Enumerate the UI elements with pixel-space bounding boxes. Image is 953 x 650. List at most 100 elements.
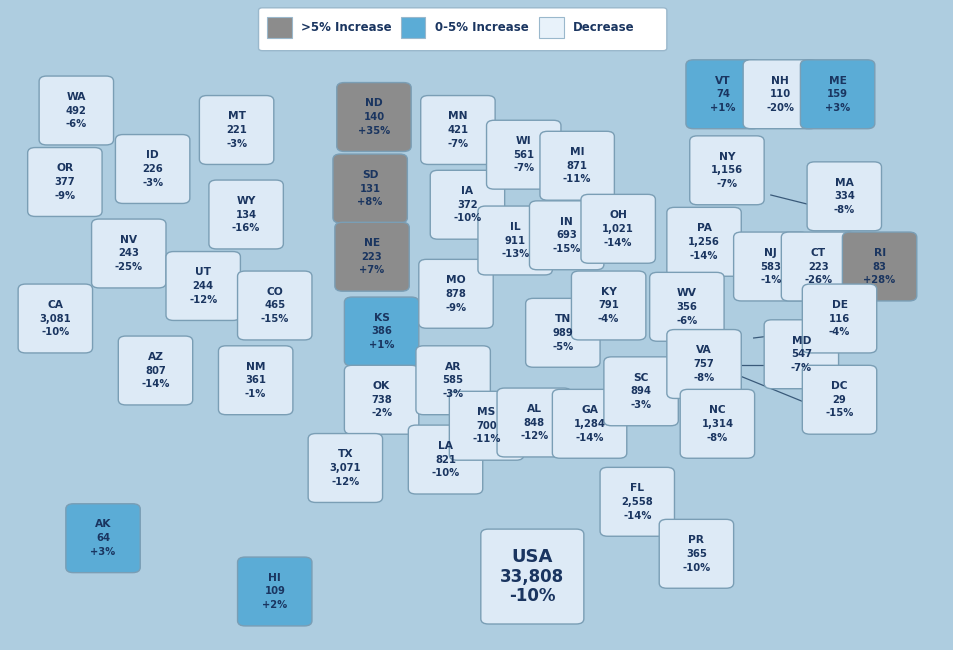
Text: MA: MA — [834, 177, 853, 188]
Text: -10%: -10% — [681, 562, 710, 573]
FancyBboxPatch shape — [115, 135, 190, 203]
Text: 29: 29 — [832, 395, 845, 405]
Text: WI: WI — [516, 136, 531, 146]
FancyBboxPatch shape — [599, 467, 674, 536]
Text: -3%: -3% — [226, 138, 247, 149]
Text: NY: NY — [718, 151, 735, 162]
FancyBboxPatch shape — [580, 194, 655, 263]
FancyBboxPatch shape — [659, 519, 733, 588]
Text: -6%: -6% — [676, 315, 697, 326]
Text: 131: 131 — [359, 183, 380, 194]
Text: MT: MT — [228, 111, 245, 122]
Text: OR: OR — [56, 163, 73, 174]
FancyBboxPatch shape — [486, 120, 560, 189]
FancyBboxPatch shape — [800, 60, 874, 129]
FancyBboxPatch shape — [420, 96, 495, 164]
Text: -14%: -14% — [141, 379, 170, 389]
Text: 989: 989 — [552, 328, 573, 338]
Text: -5%: -5% — [552, 341, 573, 352]
Text: VT: VT — [715, 75, 730, 86]
Text: 221: 221 — [226, 125, 247, 135]
FancyBboxPatch shape — [685, 60, 760, 129]
FancyBboxPatch shape — [841, 232, 916, 301]
FancyBboxPatch shape — [218, 346, 293, 415]
Text: -10%: -10% — [509, 588, 555, 605]
Text: WV: WV — [677, 288, 696, 298]
FancyBboxPatch shape — [199, 96, 274, 164]
FancyBboxPatch shape — [18, 284, 92, 353]
Text: -14%: -14% — [689, 250, 718, 261]
Text: CO: CO — [266, 287, 283, 297]
FancyBboxPatch shape — [166, 252, 240, 320]
FancyBboxPatch shape — [477, 206, 552, 275]
Text: TN: TN — [554, 314, 571, 324]
FancyBboxPatch shape — [28, 148, 102, 216]
FancyBboxPatch shape — [529, 201, 603, 270]
Text: 1,256: 1,256 — [687, 237, 720, 247]
Text: -25%: -25% — [114, 262, 143, 272]
Text: 547: 547 — [790, 349, 811, 359]
Text: 223: 223 — [807, 261, 828, 272]
Text: -15%: -15% — [260, 314, 289, 324]
Text: -14%: -14% — [603, 237, 632, 248]
Text: 585: 585 — [442, 375, 463, 385]
FancyBboxPatch shape — [742, 60, 817, 129]
FancyBboxPatch shape — [336, 83, 411, 151]
Text: -6%: -6% — [66, 119, 87, 129]
Text: NH: NH — [771, 75, 788, 86]
Text: +1%: +1% — [369, 340, 394, 350]
Text: WA: WA — [67, 92, 86, 102]
FancyBboxPatch shape — [335, 222, 409, 291]
Text: -8%: -8% — [833, 205, 854, 215]
Text: Decrease: Decrease — [573, 21, 635, 34]
Text: -20%: -20% — [765, 103, 794, 113]
FancyBboxPatch shape — [806, 162, 881, 231]
Text: -4%: -4% — [828, 327, 849, 337]
Text: 791: 791 — [598, 300, 618, 311]
Text: -15%: -15% — [824, 408, 853, 419]
Text: 64: 64 — [96, 533, 110, 543]
Text: 334: 334 — [833, 191, 854, 202]
Text: TX: TX — [337, 449, 353, 460]
Text: +3%: +3% — [824, 103, 849, 113]
FancyBboxPatch shape — [480, 529, 583, 624]
Text: PR: PR — [688, 535, 703, 545]
FancyBboxPatch shape — [66, 504, 140, 573]
FancyBboxPatch shape — [781, 232, 855, 301]
Text: 807: 807 — [145, 365, 166, 376]
Text: 894: 894 — [630, 386, 651, 396]
Text: 0-5% Increase: 0-5% Increase — [435, 21, 528, 34]
Text: ID: ID — [146, 150, 159, 161]
Text: -12%: -12% — [519, 431, 548, 441]
FancyBboxPatch shape — [416, 346, 490, 415]
Text: MO: MO — [446, 275, 465, 285]
Text: 372: 372 — [456, 200, 477, 210]
Text: 386: 386 — [371, 326, 392, 337]
Text: NJ: NJ — [763, 248, 777, 258]
Text: 33,808: 33,808 — [499, 567, 564, 586]
Text: -7%: -7% — [447, 138, 468, 149]
FancyBboxPatch shape — [733, 232, 807, 301]
Text: 700: 700 — [476, 421, 497, 431]
Text: MD: MD — [791, 335, 810, 346]
FancyBboxPatch shape — [666, 330, 740, 398]
Text: 140: 140 — [363, 112, 384, 122]
FancyBboxPatch shape — [571, 271, 645, 340]
Text: 848: 848 — [523, 417, 544, 428]
Text: >5% Increase: >5% Increase — [301, 21, 392, 34]
Text: ND: ND — [365, 98, 382, 109]
Text: ME: ME — [828, 75, 845, 86]
Text: 1,156: 1,156 — [710, 165, 742, 176]
Text: 561: 561 — [513, 150, 534, 160]
Text: NE: NE — [364, 238, 379, 248]
Text: 244: 244 — [193, 281, 213, 291]
Text: -11%: -11% — [562, 174, 591, 185]
Text: -3%: -3% — [442, 389, 463, 399]
FancyBboxPatch shape — [237, 557, 312, 626]
Text: 74: 74 — [716, 89, 729, 99]
FancyBboxPatch shape — [408, 425, 482, 494]
Text: IL: IL — [509, 222, 520, 232]
Text: 159: 159 — [826, 89, 847, 99]
Text: CT: CT — [810, 248, 825, 258]
Text: KS: KS — [374, 313, 389, 323]
